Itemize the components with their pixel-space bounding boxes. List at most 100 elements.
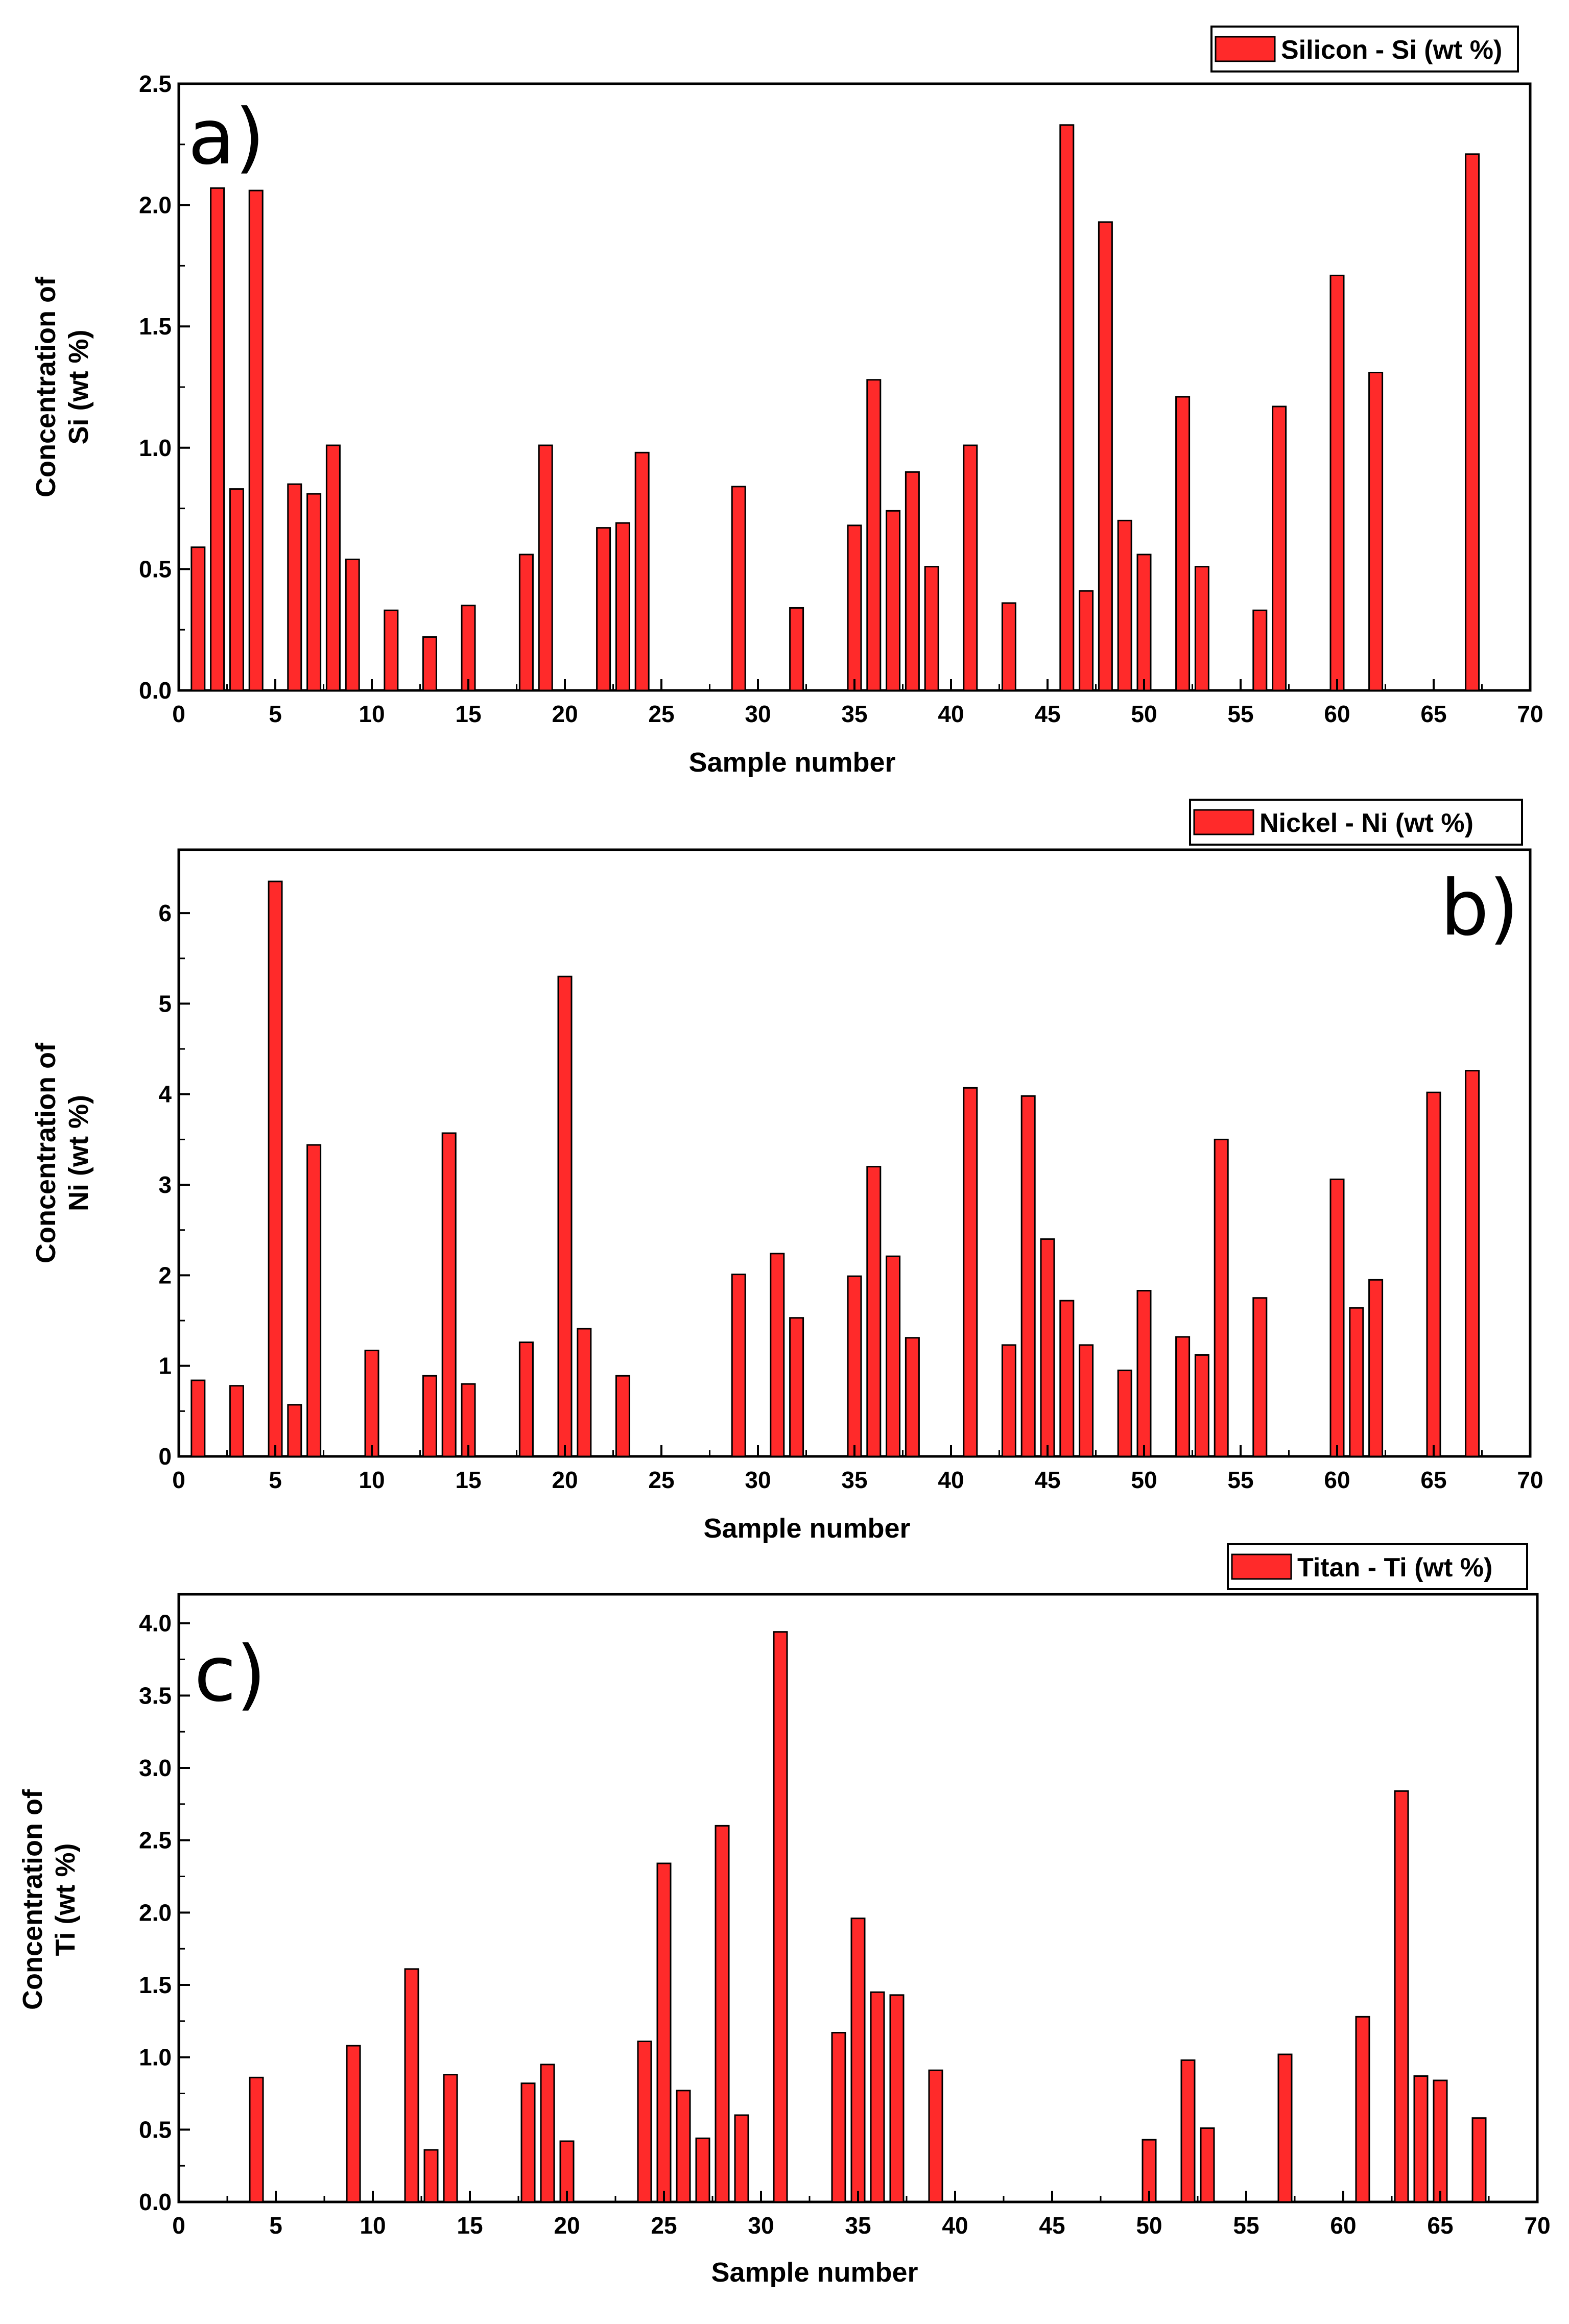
x-tick-label: 50 — [1136, 2212, 1162, 2239]
bar-sample-48 — [1098, 221, 1113, 691]
x-tick-label: 0 — [172, 2212, 185, 2239]
bar-sample-62 — [1368, 371, 1384, 691]
x-tick-label: 25 — [648, 1467, 674, 1493]
legend-swatch — [1215, 36, 1276, 62]
bar-sample-38 — [905, 471, 920, 691]
x-tick-label: 5 — [269, 701, 282, 727]
bar-sample-52 — [1180, 2059, 1196, 2203]
y-axis-label-line1: Concentration of — [31, 1042, 61, 1263]
bar-sample-1 — [191, 546, 206, 691]
y-axis-label: Concentration of Ni (wt %) — [31, 1042, 94, 1263]
bar-sample-65 — [1433, 2079, 1448, 2203]
y-tick-label: 3.0 — [139, 1755, 172, 1781]
y-tick-label: 6 — [158, 900, 172, 926]
bar-sample-6 — [287, 1404, 302, 1457]
bar-sample-22 — [596, 527, 611, 691]
bar-sample-57 — [1277, 2053, 1293, 2203]
x-tick-label: 40 — [942, 2212, 968, 2239]
bar-sample-39 — [928, 2069, 943, 2203]
bar-sample-5 — [268, 880, 283, 1457]
x-axis-label: Sample number — [711, 2257, 918, 2288]
x-tick-label: 45 — [1034, 701, 1060, 727]
bar-sample-60 — [1329, 274, 1345, 691]
bar-sample-67 — [1465, 1070, 1480, 1457]
bar-sample-43 — [1001, 1344, 1016, 1457]
bar-sample-57 — [1272, 405, 1287, 691]
x-tick-label: 45 — [1039, 2212, 1065, 2239]
bar-sample-10 — [364, 1350, 379, 1457]
bar-sample-12 — [404, 1968, 419, 2203]
x-tick-label: 25 — [648, 701, 674, 727]
x-tick-label: 70 — [1517, 701, 1543, 727]
y-tick-label: 1.0 — [139, 2044, 172, 2071]
x-tick-label: 5 — [269, 1467, 282, 1493]
bar-sample-60 — [1329, 1178, 1345, 1457]
bar-sample-19 — [540, 2064, 555, 2203]
x-tick-label: 50 — [1131, 701, 1157, 727]
bar-sample-4 — [248, 189, 264, 691]
bar-sample-38 — [905, 1337, 920, 1457]
bar-sample-4 — [249, 2076, 264, 2203]
x-tick-label: 10 — [359, 1467, 385, 1493]
bar-sample-52 — [1175, 1336, 1191, 1457]
x-tick-label: 70 — [1517, 1467, 1543, 1493]
x-tick-label: 30 — [745, 701, 771, 727]
bar-sample-18 — [518, 554, 534, 691]
bar-sample-15 — [461, 605, 476, 691]
bar-sample-61 — [1349, 1307, 1364, 1457]
y-tick-label: 1 — [158, 1353, 172, 1379]
x-tick-label: 15 — [455, 701, 481, 727]
legend-label: Nickel - Ni (wt %) — [1259, 808, 1473, 838]
x-tick-label: 35 — [845, 2212, 871, 2239]
x-axis-label: Sample number — [703, 1513, 910, 1544]
legend-label: Silicon - Si (wt %) — [1281, 35, 1502, 65]
bar-sample-63 — [1394, 1790, 1409, 2203]
bar-sample-18 — [518, 1341, 534, 1457]
bar-sample-29 — [734, 2114, 749, 2203]
bar-sample-24 — [634, 451, 650, 691]
panel-label: a) — [188, 93, 265, 182]
y-tick-label: 2.5 — [139, 1827, 172, 1854]
bar-sample-14 — [441, 1132, 457, 1457]
y-axis-ticks: 0.0 0.5 1.0 1.5 2.0 2.5 3.0 3.5 4.0 — [139, 1610, 190, 2215]
bar-sample-7 — [306, 1144, 322, 1457]
x-axis-ticks: 0 5 10 15 20 25 30 35 40 45 50 55 60 65 70 — [172, 679, 1543, 727]
bar-sample-56 — [1252, 609, 1268, 691]
y-tick-label: 3 — [158, 1171, 172, 1198]
x-tick-label: 15 — [455, 1467, 481, 1493]
bar-sample-46 — [1059, 124, 1075, 691]
bar-sample-32 — [789, 607, 804, 691]
bar-sample-23 — [615, 1375, 630, 1457]
x-axis-ticks: 0 5 10 15 20 25 30 35 40 45 50 55 60 65 70 — [172, 2191, 1551, 2239]
bar-sample-43 — [1001, 602, 1016, 691]
y-tick-label: 2.0 — [139, 1899, 172, 1926]
bar-sample-3 — [229, 488, 244, 691]
bar-sample-32 — [789, 1317, 804, 1457]
y-tick-label: 4.0 — [139, 1610, 172, 1637]
bars — [191, 124, 1480, 691]
bar-sample-2 — [210, 187, 225, 691]
bar-sample-1 — [191, 1379, 206, 1457]
bar-sample-65 — [1426, 1091, 1441, 1457]
bar-sample-47 — [1079, 1344, 1094, 1457]
bar-sample-34 — [831, 2032, 846, 2203]
x-tick-label: 0 — [172, 1467, 185, 1493]
bar-sample-50 — [1136, 554, 1152, 691]
panel-label: b) — [1440, 864, 1519, 953]
bar-sample-18 — [520, 2082, 536, 2203]
y-tick-label: 4 — [158, 1081, 172, 1108]
bar-sample-35 — [847, 524, 862, 691]
bar-sample-8 — [325, 444, 341, 691]
x-tick-label: 35 — [841, 701, 867, 727]
panel-b-nickel: Nickel - Ni (wt %) b) 0 5 10 15 20 25 30 35 40 45… — [31, 799, 1543, 1544]
bar-sample-53 — [1194, 566, 1209, 691]
legend-swatch — [1193, 809, 1254, 835]
y-axis-label-line1: Concentration of — [31, 276, 61, 497]
bar-sample-9 — [346, 2045, 361, 2203]
x-tick-label: 55 — [1233, 2212, 1259, 2239]
y-tick-label: 1.5 — [139, 1972, 172, 1998]
x-tick-label: 15 — [457, 2212, 483, 2239]
bar-sample-6 — [287, 483, 302, 691]
x-tick-label: 50 — [1131, 1467, 1157, 1493]
